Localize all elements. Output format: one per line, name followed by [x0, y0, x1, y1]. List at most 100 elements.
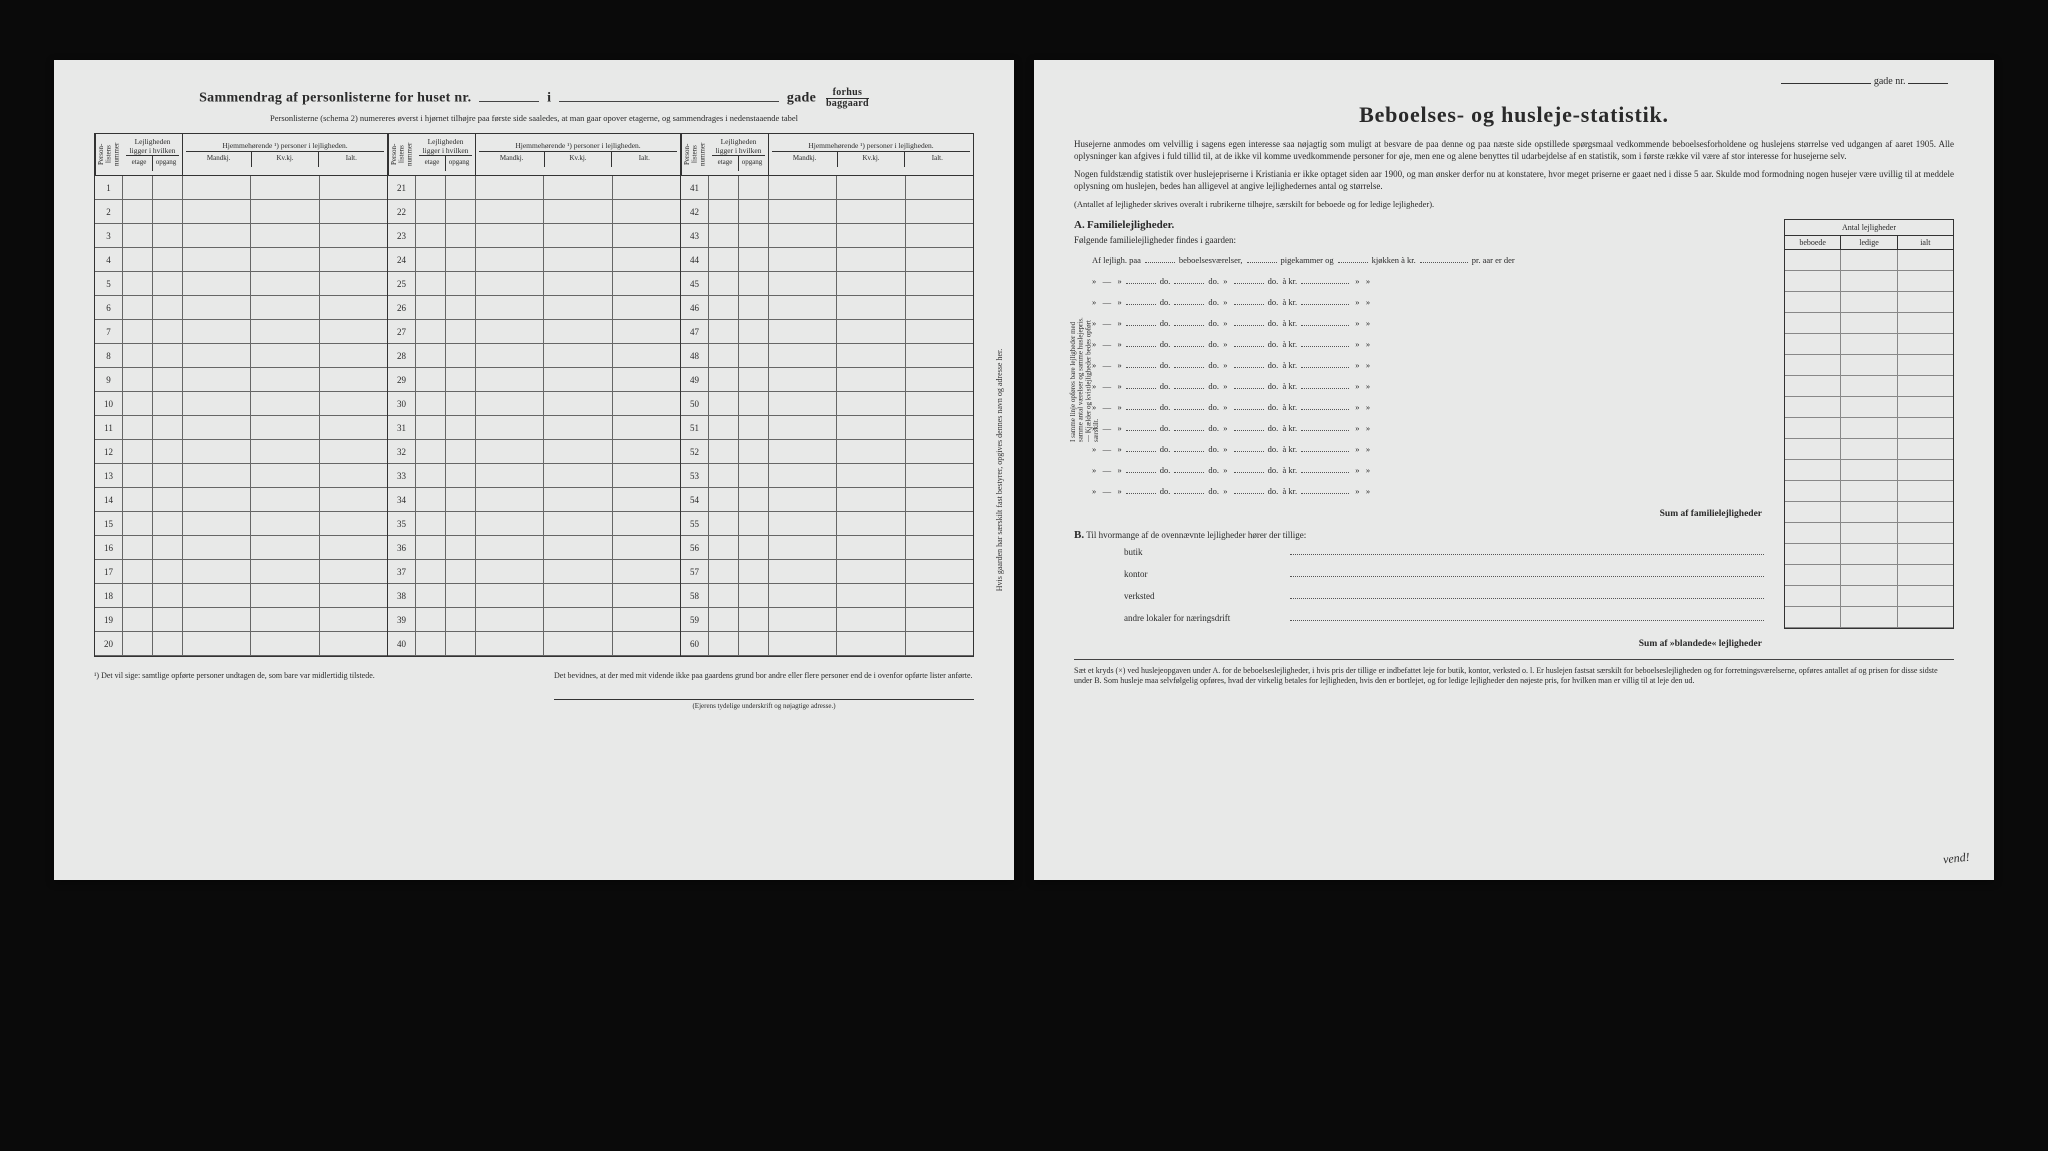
family-row: Af lejligh. paa beboelsesværelser, pigek…	[1092, 253, 1770, 274]
family-row: » — » do. do. » do. à kr. » »	[1092, 337, 1770, 358]
sum-b: Sum af »blandede« lejligheder	[1074, 639, 1770, 649]
person-summary-table: Person-listens nummerLejligheden ligger …	[94, 133, 974, 657]
intro-para-2: Nogen fuldstændig statistik over husleje…	[1074, 168, 1954, 192]
table-row: 46	[681, 296, 973, 320]
table-row: 44	[681, 248, 973, 272]
table-row: 17	[95, 560, 387, 584]
table-row: 35	[388, 512, 680, 536]
antal-row	[1785, 607, 1953, 628]
section-b-header: B. Til hvormange af de ovennævnte lejlig…	[1074, 529, 1770, 541]
table-row: 48	[681, 344, 973, 368]
table-row: 43	[681, 224, 973, 248]
table-row: 15	[95, 512, 387, 536]
table-row: 18	[95, 584, 387, 608]
antal-row	[1785, 250, 1953, 271]
b-list-row: butik	[1124, 547, 1770, 569]
antal-row	[1785, 292, 1953, 313]
fraction-bottom: baggaard	[826, 99, 869, 109]
a-label: A.	[1074, 219, 1085, 231]
table-row: 8	[95, 344, 387, 368]
col-beboede: beboede	[1785, 236, 1841, 249]
antal-row	[1785, 502, 1953, 523]
table-row: 34	[388, 488, 680, 512]
table-row: 1	[95, 176, 387, 200]
table-row: 49	[681, 368, 973, 392]
table-row: 9	[95, 368, 387, 392]
col-person-nr: Person-listens nummer	[388, 134, 416, 175]
table-row: 50	[681, 392, 973, 416]
table-block: Person-listens nummerLejligheden ligger …	[681, 134, 973, 656]
table-row: 19	[95, 608, 387, 632]
table-row: 5	[95, 272, 387, 296]
right-page: gade nr. Beboelses- og husleje-statistik…	[1034, 60, 1994, 880]
right-main: A. Familielejligheder. Følgende familiel…	[1074, 219, 1954, 649]
table-row: 37	[388, 560, 680, 584]
gade-nr-label: gade nr.	[1874, 76, 1906, 87]
b-list-row: andre lokaler for næringsdrift	[1124, 613, 1770, 635]
table-row: 22	[388, 200, 680, 224]
table-row: 45	[681, 272, 973, 296]
side-count-table: Antal lejligheder beboede ledige ialt	[1784, 219, 1954, 649]
table-row: 20	[95, 632, 387, 656]
family-row: » — » do. do. » do. à kr. » »	[1092, 358, 1770, 379]
b-title: Til hvormange af de ovennævnte lejlighed…	[1086, 530, 1306, 540]
heading-suffix: gade	[787, 91, 816, 106]
page-title: Beboelses- og husleje-statistik.	[1074, 102, 1954, 128]
table-row: 58	[681, 584, 973, 608]
antal-row	[1785, 334, 1953, 355]
left-page: Sammendrag af personlisterne for huset n…	[54, 60, 1014, 880]
antal-row	[1785, 481, 1953, 502]
b-label: B.	[1074, 529, 1084, 541]
left-footnotes: ¹) Det vil sige: samtlige opførte person…	[94, 671, 974, 711]
antal-row	[1785, 586, 1953, 607]
col-hjemmehorende: Hjemmehørende ¹) personer i lejligheden.…	[183, 134, 387, 175]
table-row: 21	[388, 176, 680, 200]
table-row: 47	[681, 320, 973, 344]
table-row: 41	[681, 176, 973, 200]
table-block: Person-listens nummerLejligheden ligger …	[95, 134, 388, 656]
vend-label: vend!	[1943, 850, 1971, 868]
top-right-gade-nr: gade nr.	[1781, 76, 1948, 87]
col-lejlighed: Lejligheden ligger i hvilkenetageopgang	[709, 134, 769, 175]
antal-title: Antal lejligheder	[1785, 220, 1953, 236]
family-row: » — » do. do. » do. à kr. » »	[1092, 442, 1770, 463]
a-title: Familielejligheder.	[1087, 219, 1174, 231]
table-row: 53	[681, 464, 973, 488]
b-list: butikkontorverkstedandre lokaler for nær…	[1124, 547, 1770, 635]
table-row: 30	[388, 392, 680, 416]
col-ialt: ialt	[1898, 236, 1953, 249]
table-row: 6	[95, 296, 387, 320]
b-list-row: verksted	[1124, 591, 1770, 613]
signature-line: (Ejerens tydelige underskrift og nøjagti…	[554, 699, 974, 711]
table-row: 11	[95, 416, 387, 440]
antal-row	[1785, 544, 1953, 565]
scan-frame: Sammendrag af personlisterne for huset n…	[0, 0, 2048, 1151]
antal-row	[1785, 460, 1953, 481]
table-row: 55	[681, 512, 973, 536]
antal-head: beboede ledige ialt	[1785, 236, 1953, 250]
right-content: A. Familielejligheder. Følgende familiel…	[1074, 219, 1770, 649]
family-row: » — » do. do. » do. à kr. » »	[1092, 295, 1770, 316]
table-row: 42	[681, 200, 973, 224]
antal-row	[1785, 313, 1953, 334]
vertical-bestyrer-note: Hvis gaarden har særskilt fast bestyrer,…	[995, 349, 1004, 592]
table-row: 32	[388, 440, 680, 464]
col-ledige: ledige	[1841, 236, 1897, 249]
family-row: » — » do. do. » do. à kr. » »	[1092, 421, 1770, 442]
antal-row	[1785, 271, 1953, 292]
table-row: 3	[95, 224, 387, 248]
antal-row	[1785, 397, 1953, 418]
col-person-nr: Person-listens nummer	[681, 134, 709, 175]
table-row: 28	[388, 344, 680, 368]
table-row: 59	[681, 608, 973, 632]
table-row: 39	[388, 608, 680, 632]
heading-prefix: Sammendrag af personlisterne for huset n…	[199, 91, 471, 106]
family-row: » — » do. do. » do. à kr. » »	[1092, 463, 1770, 484]
table-row: 57	[681, 560, 973, 584]
col-lejlighed: Lejligheden ligger i hvilkenetageopgang	[123, 134, 183, 175]
antal-table: Antal lejligheder beboede ledige ialt	[1784, 219, 1954, 629]
footnote-1: ¹) Det vil sige: samtlige opførte person…	[94, 671, 514, 711]
forhus-baggaard: forhus baggaard	[826, 88, 869, 109]
antal-row	[1785, 376, 1953, 397]
col-lejlighed: Lejligheden ligger i hvilkenetageopgang	[416, 134, 476, 175]
